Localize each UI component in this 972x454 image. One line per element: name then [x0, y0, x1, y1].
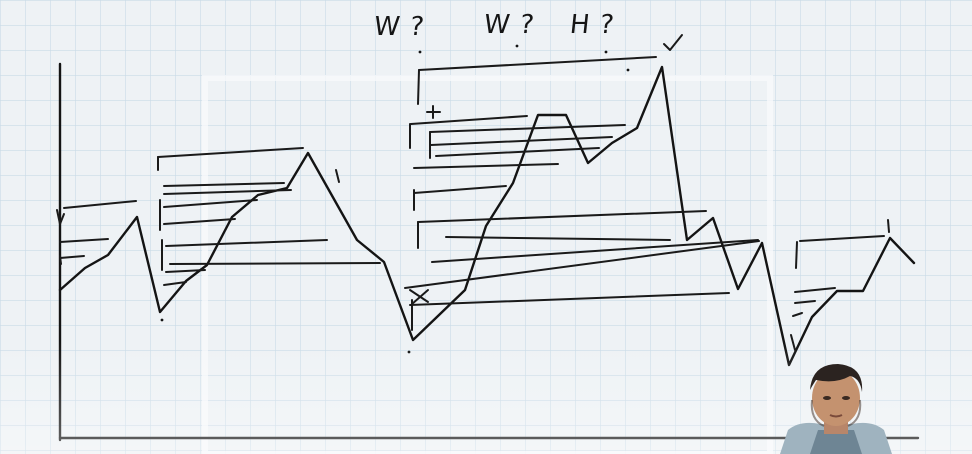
presenter-webcam-thumbnail [780, 364, 892, 454]
annotation-w-right: W ? [482, 10, 537, 40]
presenter-hair [810, 364, 863, 392]
annotation-h: H ? [568, 10, 617, 40]
presenter-face [812, 370, 860, 426]
annotation-w-left: W ? [372, 12, 427, 42]
